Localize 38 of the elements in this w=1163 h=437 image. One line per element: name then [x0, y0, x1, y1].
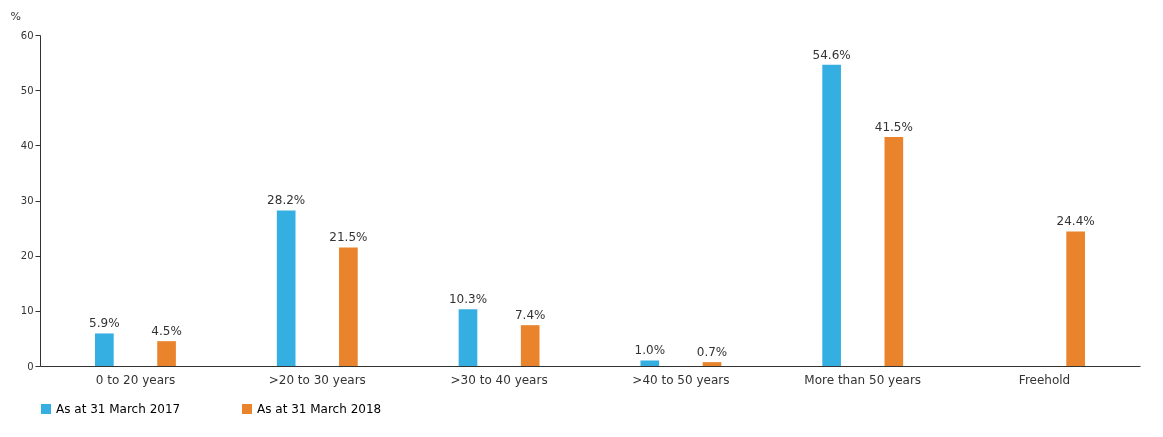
- x-tick-label: 0 to 20 years: [95, 372, 176, 387]
- bar: [458, 309, 478, 366]
- y-tick-label: 30: [20, 195, 34, 206]
- bar: [276, 210, 296, 366]
- bar: [822, 64, 841, 366]
- bar: [339, 247, 358, 366]
- y-tick-label: 20: [20, 250, 34, 262]
- legend-label: As at 31 March 2018: [257, 402, 382, 416]
- bar: [520, 325, 540, 366]
- legend-label: As at 31 March 2017: [56, 402, 181, 416]
- data-label: 41.5%: [874, 120, 913, 135]
- bar: [95, 333, 114, 366]
- bar: [157, 341, 176, 366]
- y-tick-label: 60: [20, 29, 34, 41]
- x-tick-label: >40 to 50 years: [632, 372, 730, 387]
- bar: [884, 137, 904, 366]
- bar: [1066, 231, 1085, 366]
- data-label: 7.4%: [514, 308, 546, 323]
- data-label: 5.9%: [89, 316, 120, 331]
- y-tick-label: 40: [20, 139, 34, 151]
- data-label: 1.0%: [634, 343, 666, 358]
- bar: [640, 360, 660, 366]
- data-label: 21.5%: [329, 230, 368, 245]
- y-axis-title: %: [10, 9, 21, 23]
- y-tick-label: 50: [20, 84, 34, 96]
- x-tick-label: Freehold: [1018, 372, 1071, 387]
- data-label: 24.4%: [1056, 214, 1095, 229]
- x-tick-label: >30 to 40 years: [450, 372, 548, 387]
- y-tick-label: 10: [20, 305, 34, 317]
- data-label: 54.6%: [812, 47, 851, 62]
- bar: [702, 362, 722, 366]
- y-tick-label: 0: [27, 360, 34, 372]
- data-label: 28.2%: [267, 193, 306, 208]
- x-tick-label: More than 50 years: [804, 372, 922, 387]
- data-label: 10.3%: [448, 292, 488, 307]
- x-tick-label: >20 to 30 years: [268, 372, 366, 387]
- data-label: 0.7%: [696, 345, 728, 360]
- data-label: 4.5%: [151, 324, 182, 339]
